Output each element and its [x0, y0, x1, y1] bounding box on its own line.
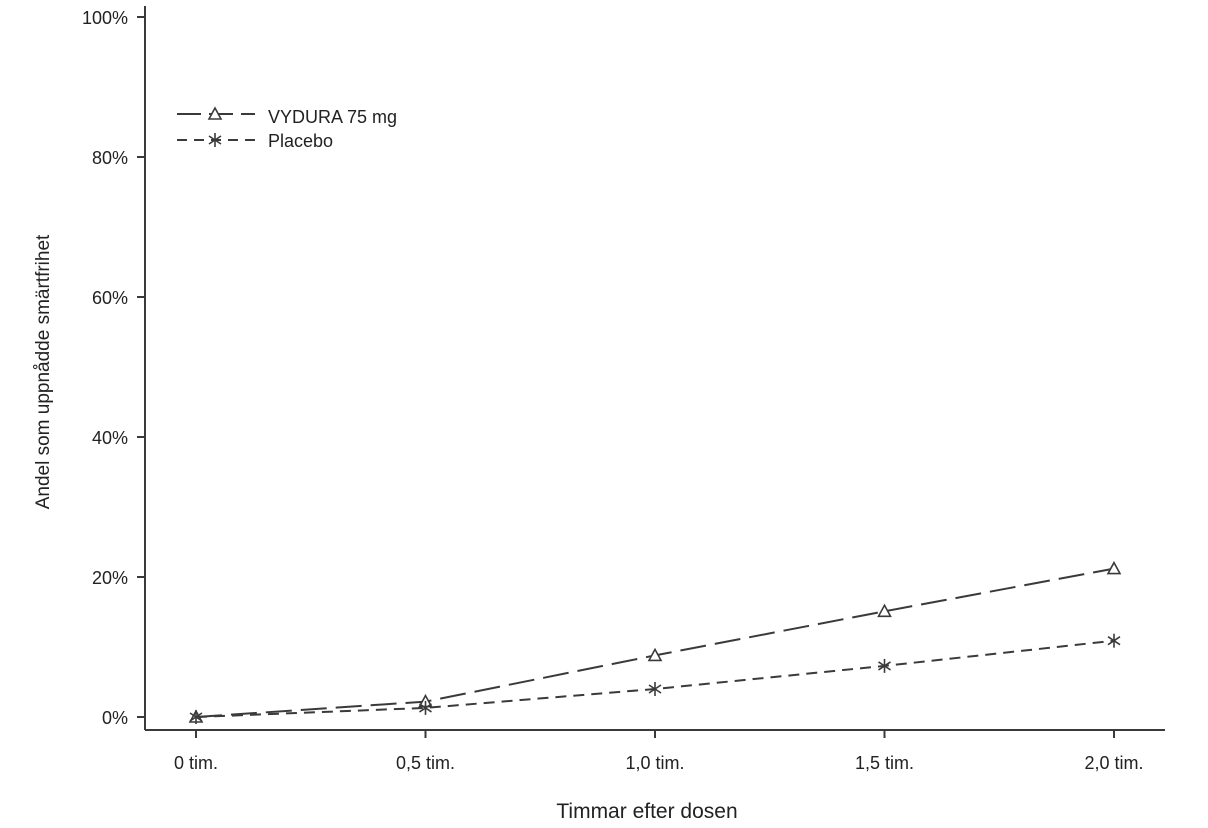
asterisk-point [189, 710, 203, 724]
legend-triangle-marker [207, 106, 223, 120]
legend-item-placebo: Placebo [177, 131, 333, 151]
x-tick-label: 2,0 tim. [1084, 753, 1143, 773]
y-tick-label: 40% [92, 428, 128, 448]
asterisk-point [1107, 633, 1121, 648]
series-placebo [189, 633, 1121, 724]
legend-asterisk-marker [208, 133, 222, 147]
legend-label-placebo: Placebo [268, 131, 333, 151]
y-tick-label: 0% [102, 708, 128, 728]
legend-item-vydura: VYDURA 75 mg [177, 106, 397, 127]
x-axis-ticks: 0 tim. 0,5 tim. 1,0 tim. 1,5 tim. 2,0 tim. [174, 730, 1144, 773]
y-tick-label: 20% [92, 568, 128, 588]
x-axis-title: Timmar efter dosen [556, 800, 737, 823]
triangle-point [877, 603, 892, 618]
triangle-point [1106, 560, 1122, 575]
legend-label-vydura: VYDURA 75 mg [268, 107, 397, 127]
x-tick-label: 1,0 tim. [625, 753, 684, 773]
legend: VYDURA 75 mg Placebo [177, 106, 397, 151]
x-tick-label: 0 tim. [174, 753, 218, 773]
y-tick-label: 60% [92, 288, 128, 308]
series-layer [188, 560, 1122, 724]
y-axis-title: Andel som uppnådde smärtfrihet [33, 234, 54, 509]
y-tick-label: 80% [92, 148, 128, 168]
asterisk-point [419, 700, 432, 715]
triangle-point [647, 647, 663, 662]
y-axis-ticks: 0% 20% 40% 60% 80% 100% [82, 8, 145, 728]
y-tick-label: 100% [82, 8, 128, 28]
x-tick-label: 1,5 tim. [855, 753, 914, 773]
asterisk-point [648, 682, 662, 696]
series-vydura [188, 560, 1122, 723]
x-tick-label: 0,5 tim. [396, 753, 455, 773]
asterisk-point [878, 658, 891, 673]
